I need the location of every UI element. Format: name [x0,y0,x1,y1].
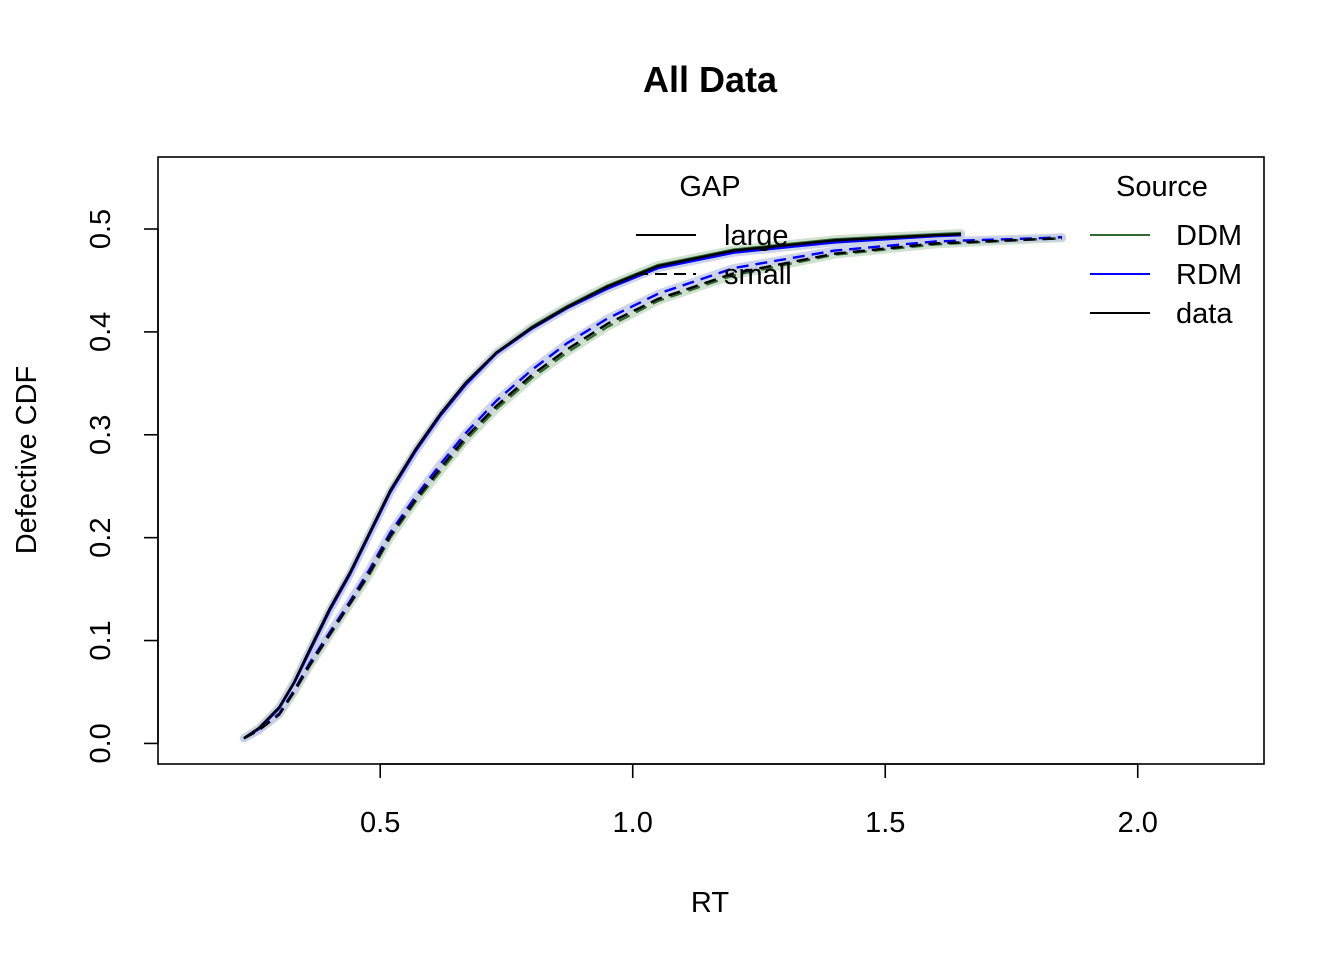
confidence-bands [239,229,1066,743]
x-tick-label: 1.5 [865,807,905,839]
band-rdm-small [239,233,1066,743]
legend-gap-label-large: large [724,220,789,252]
line-data-large [243,233,962,740]
legend-source-label-ddm: DDM [1176,220,1242,252]
chart-title: All Data [643,59,778,100]
legend-gap-label-small: small [724,259,792,291]
y-tick-label: 0.0 [85,723,117,763]
line-data-small [243,237,1063,740]
legend-source-title: Source [1116,171,1208,203]
line-ddm-small [243,237,1063,740]
legend-source-label-data: data [1176,298,1233,330]
y-tick-label: 0.4 [85,312,117,352]
band-ddm-large [239,229,965,743]
legend-gap-title: GAP [679,171,740,203]
x-tick-label: 2.0 [1118,807,1158,839]
line-rdm-small [243,236,1063,740]
x-axis-label: RT [691,887,729,919]
band-rdm-large [239,231,965,743]
y-tick-label: 0.1 [85,620,117,660]
series-lines [243,231,1063,740]
legend-source-label-rdm: RDM [1176,259,1242,291]
line-ddm-large [243,231,962,740]
y-axis-label: Defective CDF [11,366,43,555]
y-axis: 0.0 0.1 0.2 0.3 0.4 0.5 [85,209,159,764]
y-tick-label: 0.3 [85,415,117,455]
plot-frame [157,156,1265,765]
band-ddm-small [239,234,1066,743]
x-tick-label: 1.0 [613,807,653,839]
x-axis: 0.5 1.0 1.5 2.0 [360,763,1158,839]
line-rdm-large [243,234,962,740]
y-tick-label: 0.2 [85,518,117,558]
y-tick-label: 0.5 [85,209,117,249]
legend-source: Source DDM RDM data [1090,171,1242,330]
x-tick-label: 0.5 [360,807,400,839]
legend-gap: GAP large small [636,171,792,291]
